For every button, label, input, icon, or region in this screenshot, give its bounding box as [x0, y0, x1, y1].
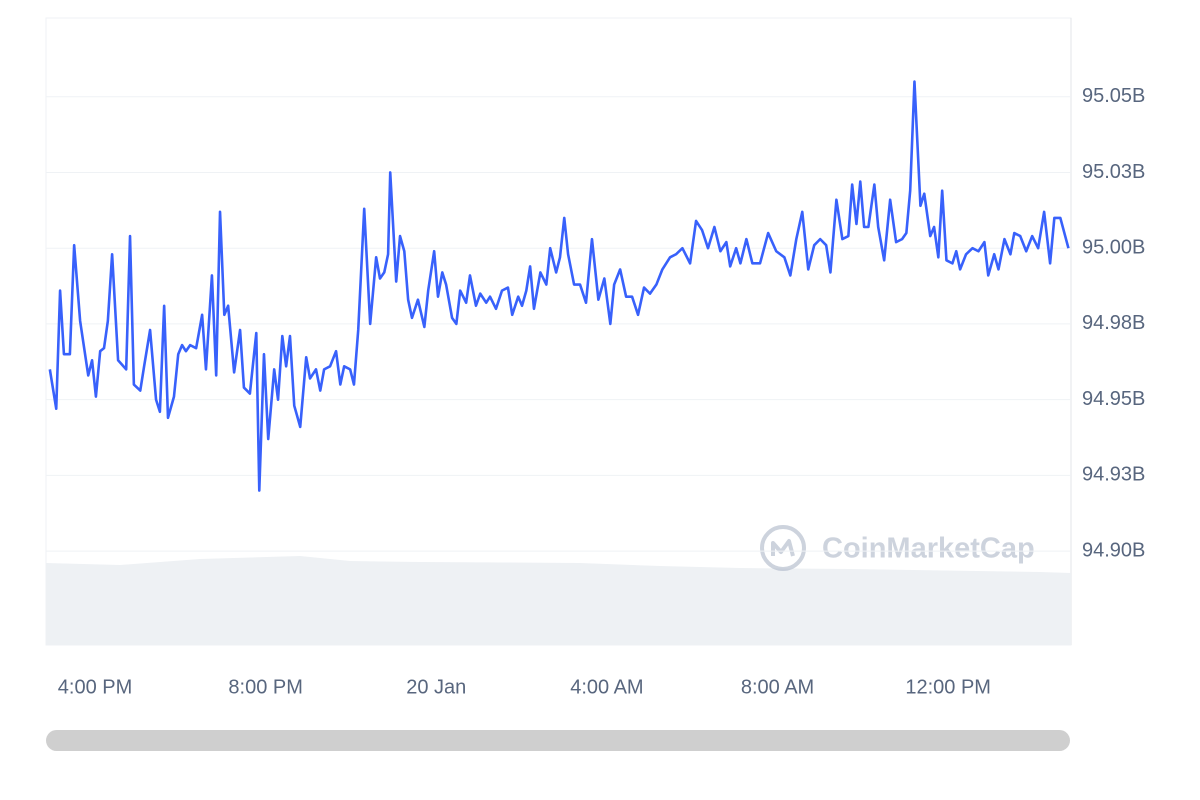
x-tick-label: 12:00 PM	[905, 676, 991, 698]
axis-labels: 94.90B 94.93B 94.95B 94.98B 95.00B 95.03B 95.0…	[58, 85, 1146, 698]
scrollbar[interactable]	[46, 730, 1070, 751]
watermark: CoinMarketCap	[760, 525, 1035, 571]
price-line	[48, 80, 1070, 492]
watermark-text: CoinMarketCap	[822, 533, 1035, 565]
series	[48, 80, 1070, 492]
grid	[46, 96, 1071, 552]
x-tick-label: 4:00 AM	[570, 676, 643, 698]
x-tick-label: 8:00 AM	[741, 676, 814, 698]
volume-area	[46, 556, 1071, 645]
x-tick-label: 20 Jan	[406, 676, 466, 698]
y-tick-label: 95.00B	[1082, 236, 1145, 258]
y-tick-label: 94.90B	[1082, 539, 1145, 561]
watermark-logo-mark	[771, 539, 795, 557]
watermark-logo	[760, 525, 806, 571]
x-tick-label: 8:00 PM	[228, 676, 302, 698]
y-tick-label: 94.93B	[1082, 464, 1145, 486]
y-tick-label: 94.98B	[1082, 312, 1145, 334]
y-tick-label: 95.05B	[1082, 85, 1145, 107]
y-tick-label: 94.95B	[1082, 388, 1145, 410]
x-tick-label: 4:00 PM	[58, 676, 132, 698]
y-tick-label: 95.03B	[1082, 161, 1145, 183]
